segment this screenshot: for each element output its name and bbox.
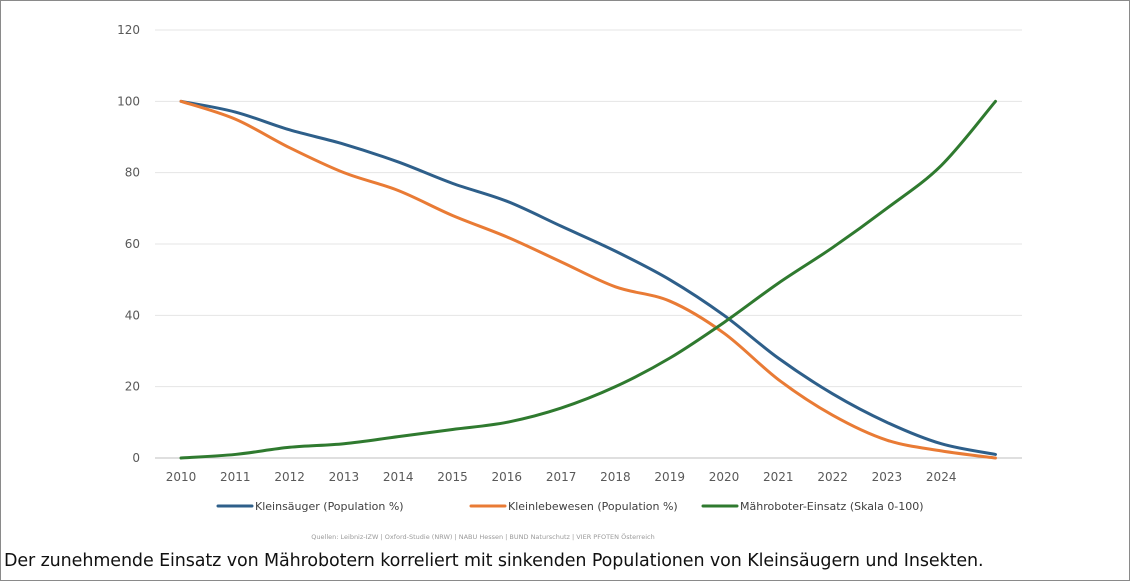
y-tick-label: 0 <box>132 451 140 465</box>
chart-caption: Der zunehmende Einsatz von Mährobotern k… <box>4 551 984 571</box>
x-tick-label: 2017 <box>546 470 577 484</box>
series-lines <box>179 99 997 460</box>
y-tick-label: 60 <box>125 237 140 251</box>
x-tick-label: 2016 <box>492 470 523 484</box>
x-tick-label: 2019 <box>654 470 685 484</box>
x-tick-label: 2012 <box>274 470 305 484</box>
y-tick-label: 80 <box>125 166 140 180</box>
y-tick-label: 100 <box>117 94 140 108</box>
gridlines <box>155 29 1022 459</box>
x-tick-label: 2021 <box>763 470 794 484</box>
legend-label: Mähroboter-Einsatz (Skala 0-100) <box>740 500 924 513</box>
x-tick-label: 2018 <box>600 470 631 484</box>
y-axis-tick-labels: 0 20 40 60 80 100 120 <box>117 23 140 465</box>
y-tick-label: 40 <box>125 308 140 322</box>
series-line-3 <box>179 99 997 460</box>
y-tick-label: 20 <box>125 380 140 394</box>
x-tick-label: 2022 <box>817 470 848 484</box>
y-tick-label: 120 <box>117 23 140 37</box>
legend-label: Kleinsäuger (Population %) <box>255 500 404 513</box>
source-note: Quellen: Leibniz-IZW | Oxford-Studie (NR… <box>311 532 654 541</box>
x-tick-label: 2015 <box>437 470 468 484</box>
x-tick-label: 2020 <box>709 470 740 484</box>
series-line-1 <box>179 99 997 456</box>
x-tick-label: 2024 <box>926 470 957 484</box>
line-chart: 0 20 40 60 80 100 120 2010 2011 2012 2013 2014 2015… <box>117 23 1022 541</box>
x-tick-label: 2010 <box>166 470 197 484</box>
x-tick-label: 2013 <box>329 470 360 484</box>
x-axis-tick-labels: 2010 2011 2012 2013 2014 2015 2016 2017 2018 2019… <box>166 470 957 484</box>
x-tick-label: 2023 <box>872 470 903 484</box>
legend-label: Kleinlebewesen (Population %) <box>508 500 678 513</box>
legend: Kleinsäuger (Population %) Kleinlebewesen… <box>216 500 924 513</box>
x-tick-label: 2014 <box>383 470 414 484</box>
x-tick-label: 2011 <box>220 470 251 484</box>
series-line-2 <box>179 99 997 460</box>
